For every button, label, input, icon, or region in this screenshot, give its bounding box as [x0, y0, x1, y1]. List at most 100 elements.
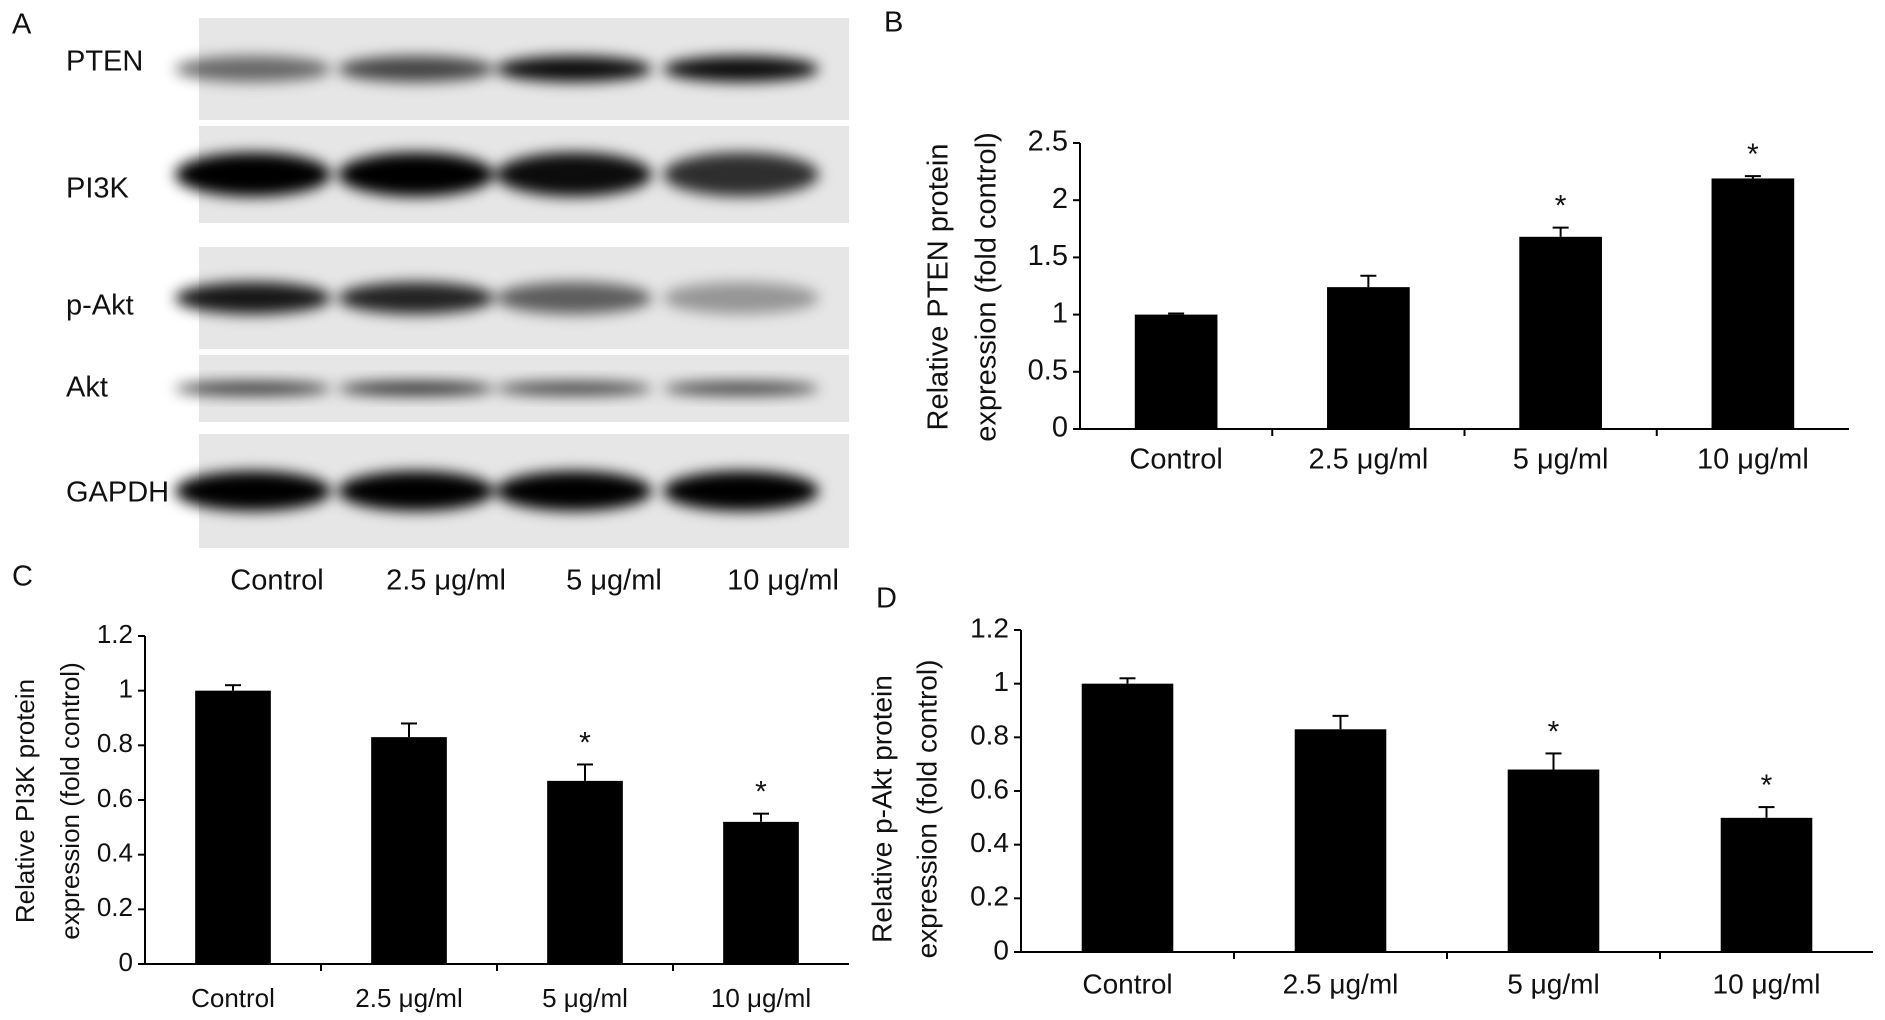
y-axis-label: Relative PI3K protein — [10, 679, 40, 923]
y-tick-label: 2 — [1052, 183, 1068, 215]
y-tick-label: 0.6 — [970, 773, 1009, 804]
significance-mark: * — [1761, 769, 1773, 802]
error-bar — [1360, 274, 1377, 288]
x-tick-label: Control — [1129, 444, 1223, 476]
x-tick-label: 5 μg/ml — [1513, 444, 1609, 476]
band — [496, 152, 652, 197]
x-tick-label: 10 μg/ml — [1697, 444, 1809, 476]
band — [496, 56, 652, 82]
error-bar — [401, 722, 417, 738]
error-bar — [577, 763, 593, 781]
blot-bands — [175, 282, 819, 314]
x-tick-label: 10 μg/ml — [711, 983, 811, 1013]
significance-mark: * — [1555, 190, 1567, 223]
bar — [1327, 287, 1410, 429]
panel-label: A — [12, 9, 32, 41]
y-tick-label: 1.2 — [970, 612, 1009, 643]
band — [496, 381, 652, 396]
y-tick-label: 0.5 — [1028, 354, 1068, 386]
blot-bands — [175, 56, 819, 82]
band — [338, 152, 494, 197]
y-axis-label: Relative PTEN protein — [923, 144, 955, 431]
lane-label: Control — [230, 565, 324, 597]
band — [496, 471, 652, 511]
band — [175, 471, 331, 511]
y-tick-label: 1 — [1052, 297, 1068, 329]
lane-label: 5 μg/ml — [566, 565, 662, 597]
band — [175, 381, 331, 396]
bar — [1294, 729, 1387, 952]
y-tick-label: 0.4 — [97, 838, 133, 868]
protein-label: GAPDH — [66, 477, 169, 509]
y-tick-label: 0 — [1052, 412, 1068, 444]
y-axis-label: expression (fold control) — [55, 662, 85, 939]
x-tick-label: 5 μg/ml — [1507, 968, 1599, 999]
band — [663, 381, 819, 396]
x-tick-label: 2.5 μg/ml — [1308, 444, 1428, 476]
significance-mark: * — [579, 726, 591, 759]
bar — [195, 690, 271, 964]
band — [663, 282, 819, 314]
bar — [723, 821, 799, 964]
lane-label: 2.5 μg/ml — [386, 565, 506, 597]
x-tick-label: 2.5 μg/ml — [355, 983, 462, 1013]
y-tick-label: 0.6 — [97, 783, 133, 813]
protein-label: PTEN — [66, 46, 143, 78]
blot-bands — [175, 471, 819, 511]
band — [663, 152, 819, 197]
error-bar — [1545, 752, 1562, 770]
y-tick-label: 0.2 — [97, 892, 133, 922]
x-tick-label: Control — [1082, 968, 1172, 999]
band — [663, 471, 819, 511]
x-tick-label: Control — [191, 983, 275, 1013]
error-bar — [1552, 226, 1569, 237]
x-tick-label: 10 μg/ml — [1713, 968, 1821, 999]
band — [175, 282, 331, 314]
panel-label: D — [876, 583, 897, 615]
x-tick-label: 5 μg/ml — [542, 983, 628, 1013]
error-bar — [753, 812, 769, 822]
y-tick-label: 1.2 — [97, 619, 133, 649]
y-tick-label: 0.2 — [970, 881, 1009, 912]
error-bar — [1332, 714, 1349, 730]
band — [175, 56, 331, 82]
blot-bands — [175, 152, 819, 197]
blot-bands — [175, 381, 819, 396]
panel-label: C — [12, 561, 33, 593]
protein-label: p-Akt — [66, 290, 134, 322]
panel-label: B — [884, 7, 903, 39]
band — [338, 381, 494, 396]
y-tick-label: 1.5 — [1028, 240, 1068, 272]
y-tick-label: 0.4 — [970, 827, 1009, 858]
y-axis-label: expression (fold control) — [911, 660, 942, 959]
band — [496, 282, 652, 314]
y-tick-label: 0 — [993, 934, 1009, 965]
bar — [371, 737, 447, 964]
bar — [1519, 236, 1602, 429]
y-tick-label: 2.5 — [1028, 126, 1068, 158]
y-tick-label: 0.8 — [97, 728, 133, 758]
error-bar — [1744, 175, 1761, 179]
y-tick-label: 0.8 — [970, 720, 1009, 751]
band — [175, 152, 331, 197]
band — [338, 471, 494, 511]
protein-label: PI3K — [66, 173, 130, 205]
y-axis-label: Relative p-Akt protein — [866, 675, 897, 943]
y-tick-label: 1 — [119, 674, 133, 704]
protein-label: Akt — [66, 372, 108, 404]
error-bar — [1168, 312, 1185, 315]
significance-mark: * — [755, 776, 767, 809]
y-axis-label: expression (fold control) — [971, 132, 1003, 441]
significance-mark: * — [1548, 715, 1560, 748]
band — [338, 282, 494, 314]
bar — [1507, 769, 1600, 952]
bar — [1134, 314, 1218, 429]
error-bar — [225, 684, 241, 691]
band — [663, 56, 819, 82]
band — [338, 56, 494, 82]
bar — [1081, 683, 1174, 952]
x-tick-label: 2.5 μg/ml — [1283, 968, 1399, 999]
error-bar — [1119, 677, 1136, 684]
error-bar — [1758, 806, 1775, 818]
